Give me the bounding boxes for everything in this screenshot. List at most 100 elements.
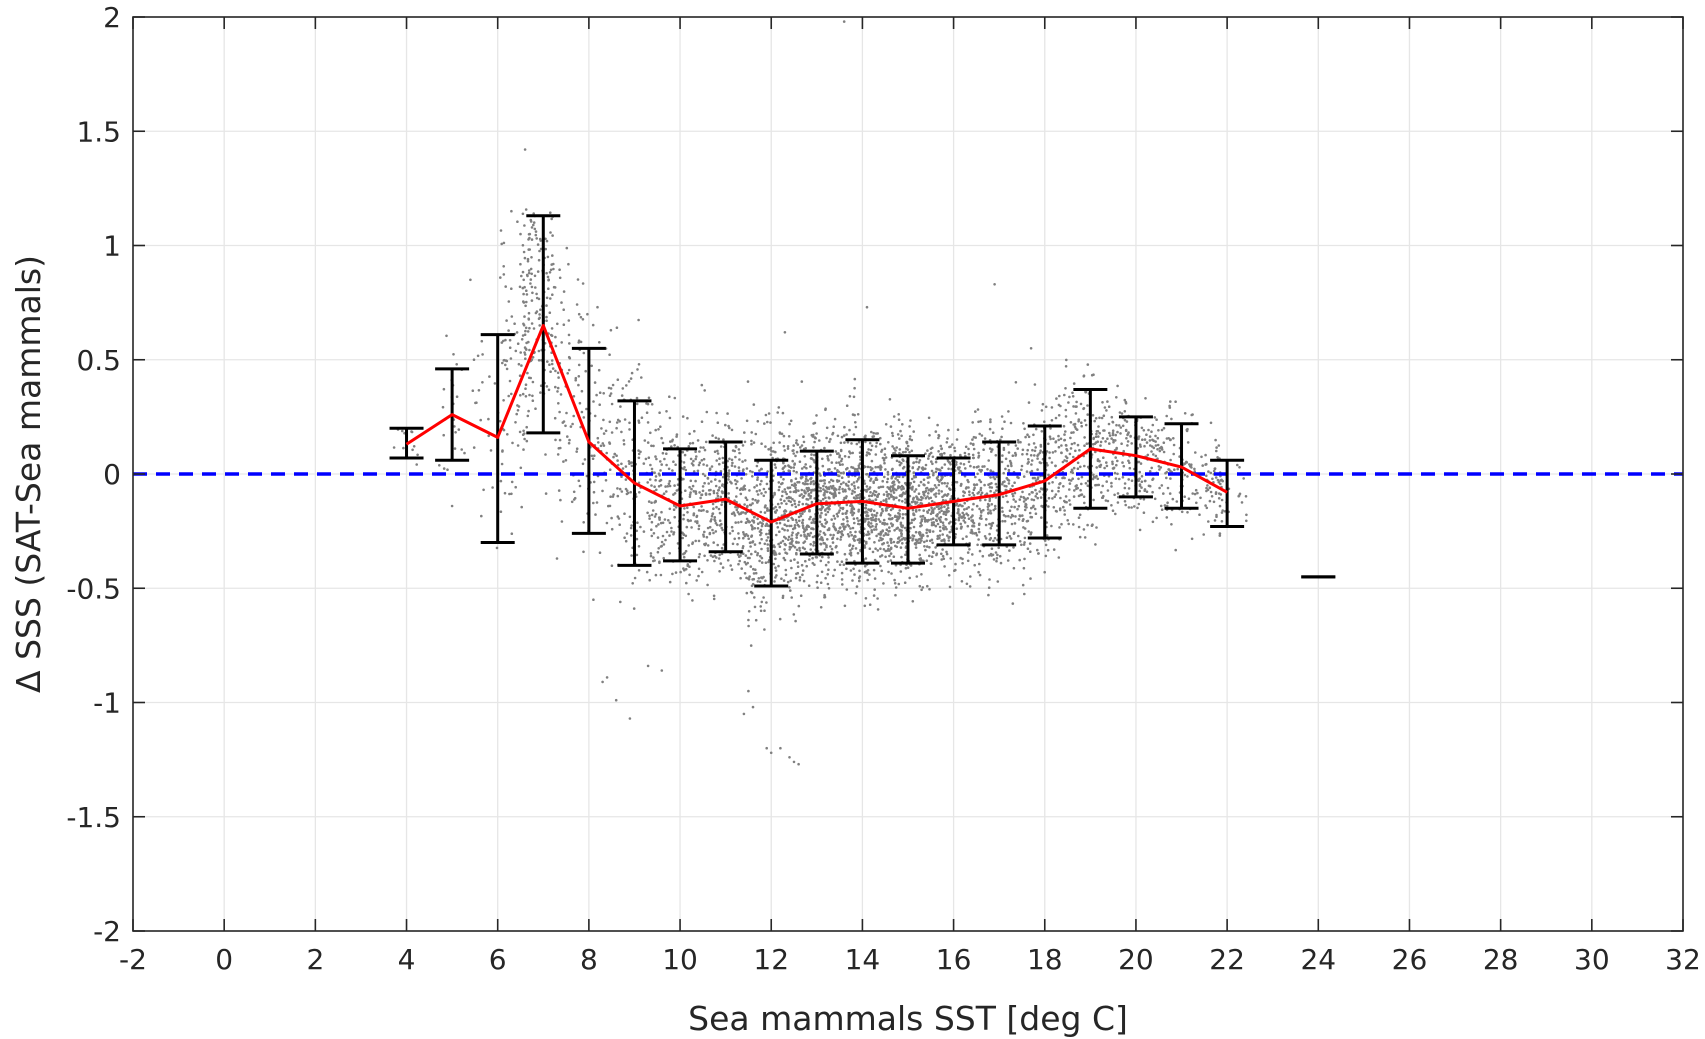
scatter-point [886,477,890,481]
scatter-point [918,541,922,544]
scatter-point [672,531,676,534]
scatter-point [828,480,831,484]
scatter-point [774,576,777,579]
scatter-point [849,551,853,555]
scatter-point [891,434,895,438]
scatter-point [994,551,998,554]
scatter-point [1068,488,1071,491]
scatter-point [782,556,786,560]
scatter-point [650,484,653,487]
scatter-point [760,467,763,471]
scatter-point [629,526,633,530]
scatter-point [534,311,538,315]
scatter-point [829,437,832,441]
scatter-point [453,447,457,450]
scatter-point [1082,528,1086,531]
scatter-point [747,537,750,540]
scatter-point [943,539,946,543]
scatter-point [836,515,839,518]
scatter-point [951,443,954,446]
scatter-point [1123,482,1127,485]
scatter-point [844,490,847,493]
x-tick-label: 4 [398,943,416,976]
scatter-point [849,511,853,514]
scatter-point [481,381,484,384]
scatter-point [978,516,982,520]
scatter-point [758,530,762,533]
scatter-point [971,456,975,460]
scatter-point [1144,397,1147,400]
scatter-point [1029,454,1033,457]
scatter-point [681,450,685,454]
scatter-point [1096,430,1100,433]
scatter-point [975,465,979,469]
scatter-point [1171,497,1175,501]
scatter-point [666,485,670,488]
scatter-point [717,557,721,560]
scatter-point [712,597,716,601]
scatter-point [892,555,896,558]
scatter-point [703,554,706,558]
scatter-point [765,746,768,750]
scatter-point [974,410,977,413]
scatter-point [824,485,828,489]
scatter-point [786,519,790,522]
scatter-point [1160,448,1164,451]
scatter-point [979,420,982,423]
scatter-point [924,489,928,493]
scatter-point [745,591,749,595]
scatter-point [797,541,800,544]
scatter-point [1060,451,1063,455]
y-tick-label: 1.5 [76,115,121,148]
scatter-point [1200,455,1203,459]
scatter-point [668,507,672,511]
scatter-point [554,344,558,348]
scatter-point [702,463,705,466]
scatter-point [845,567,848,571]
scatter-point [816,586,819,589]
scatter-point [1160,484,1164,487]
scatter-point [762,494,766,498]
scatter-point [947,460,951,464]
y-axis-label: Δ SSS (SAT-Sea mammals) [9,255,48,693]
scatter-point [733,479,737,482]
scatter-point [894,477,897,480]
scatter-point [523,353,527,356]
scatter-point [747,549,750,553]
scatter-point [846,441,850,444]
scatter-point [789,537,793,541]
scatter-point [595,501,599,504]
scatter-point [971,520,975,524]
scatter-point [553,286,557,289]
scatter-point [999,438,1002,442]
scatter-point [920,588,923,592]
scatter-point [945,494,949,497]
scatter-point [654,475,658,478]
scatter-point [522,448,525,451]
scatter-point [1038,490,1041,493]
scatter-point [760,576,763,579]
scatter-point [1120,412,1124,415]
scatter-point [974,475,977,479]
scatter-point [1040,409,1044,412]
scatter-point [967,452,971,456]
scatter-point [827,587,831,590]
scatter-point [949,453,952,457]
scatter-point [912,461,916,464]
y-tick-label: -2 [93,915,121,948]
scatter-point [893,582,897,585]
scatter-point [1060,522,1063,526]
scatter-point [828,507,831,511]
scatter-point [897,511,900,515]
scatter-point [1059,496,1062,500]
scatter-point [728,457,731,461]
scatter-point [716,543,719,547]
scatter-point [760,442,763,446]
scatter-point [687,544,690,547]
scatter-point [946,534,949,537]
scatter-point [835,452,839,456]
scatter-point [1082,407,1085,411]
scatter-point [1118,477,1121,481]
scatter-point [1076,461,1080,465]
scatter-point [778,545,782,548]
